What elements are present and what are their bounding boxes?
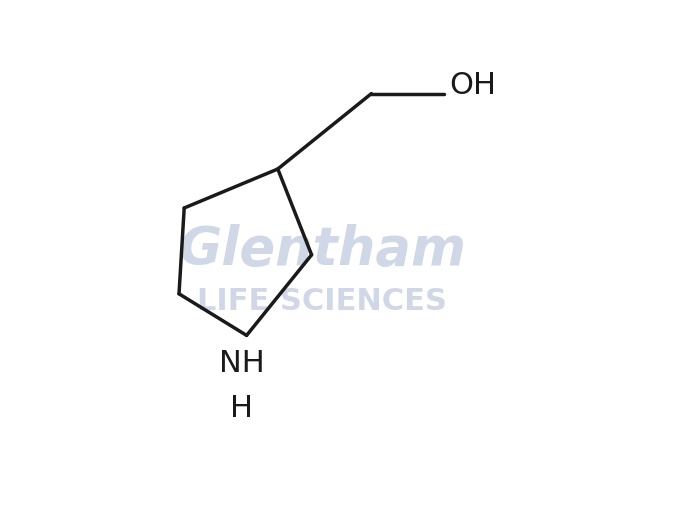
- Text: NH: NH: [219, 349, 264, 379]
- Text: H: H: [230, 394, 253, 423]
- Text: Glentham: Glentham: [178, 224, 466, 276]
- Text: OH: OH: [450, 71, 496, 100]
- Text: LIFE SCIENCES: LIFE SCIENCES: [197, 287, 447, 316]
